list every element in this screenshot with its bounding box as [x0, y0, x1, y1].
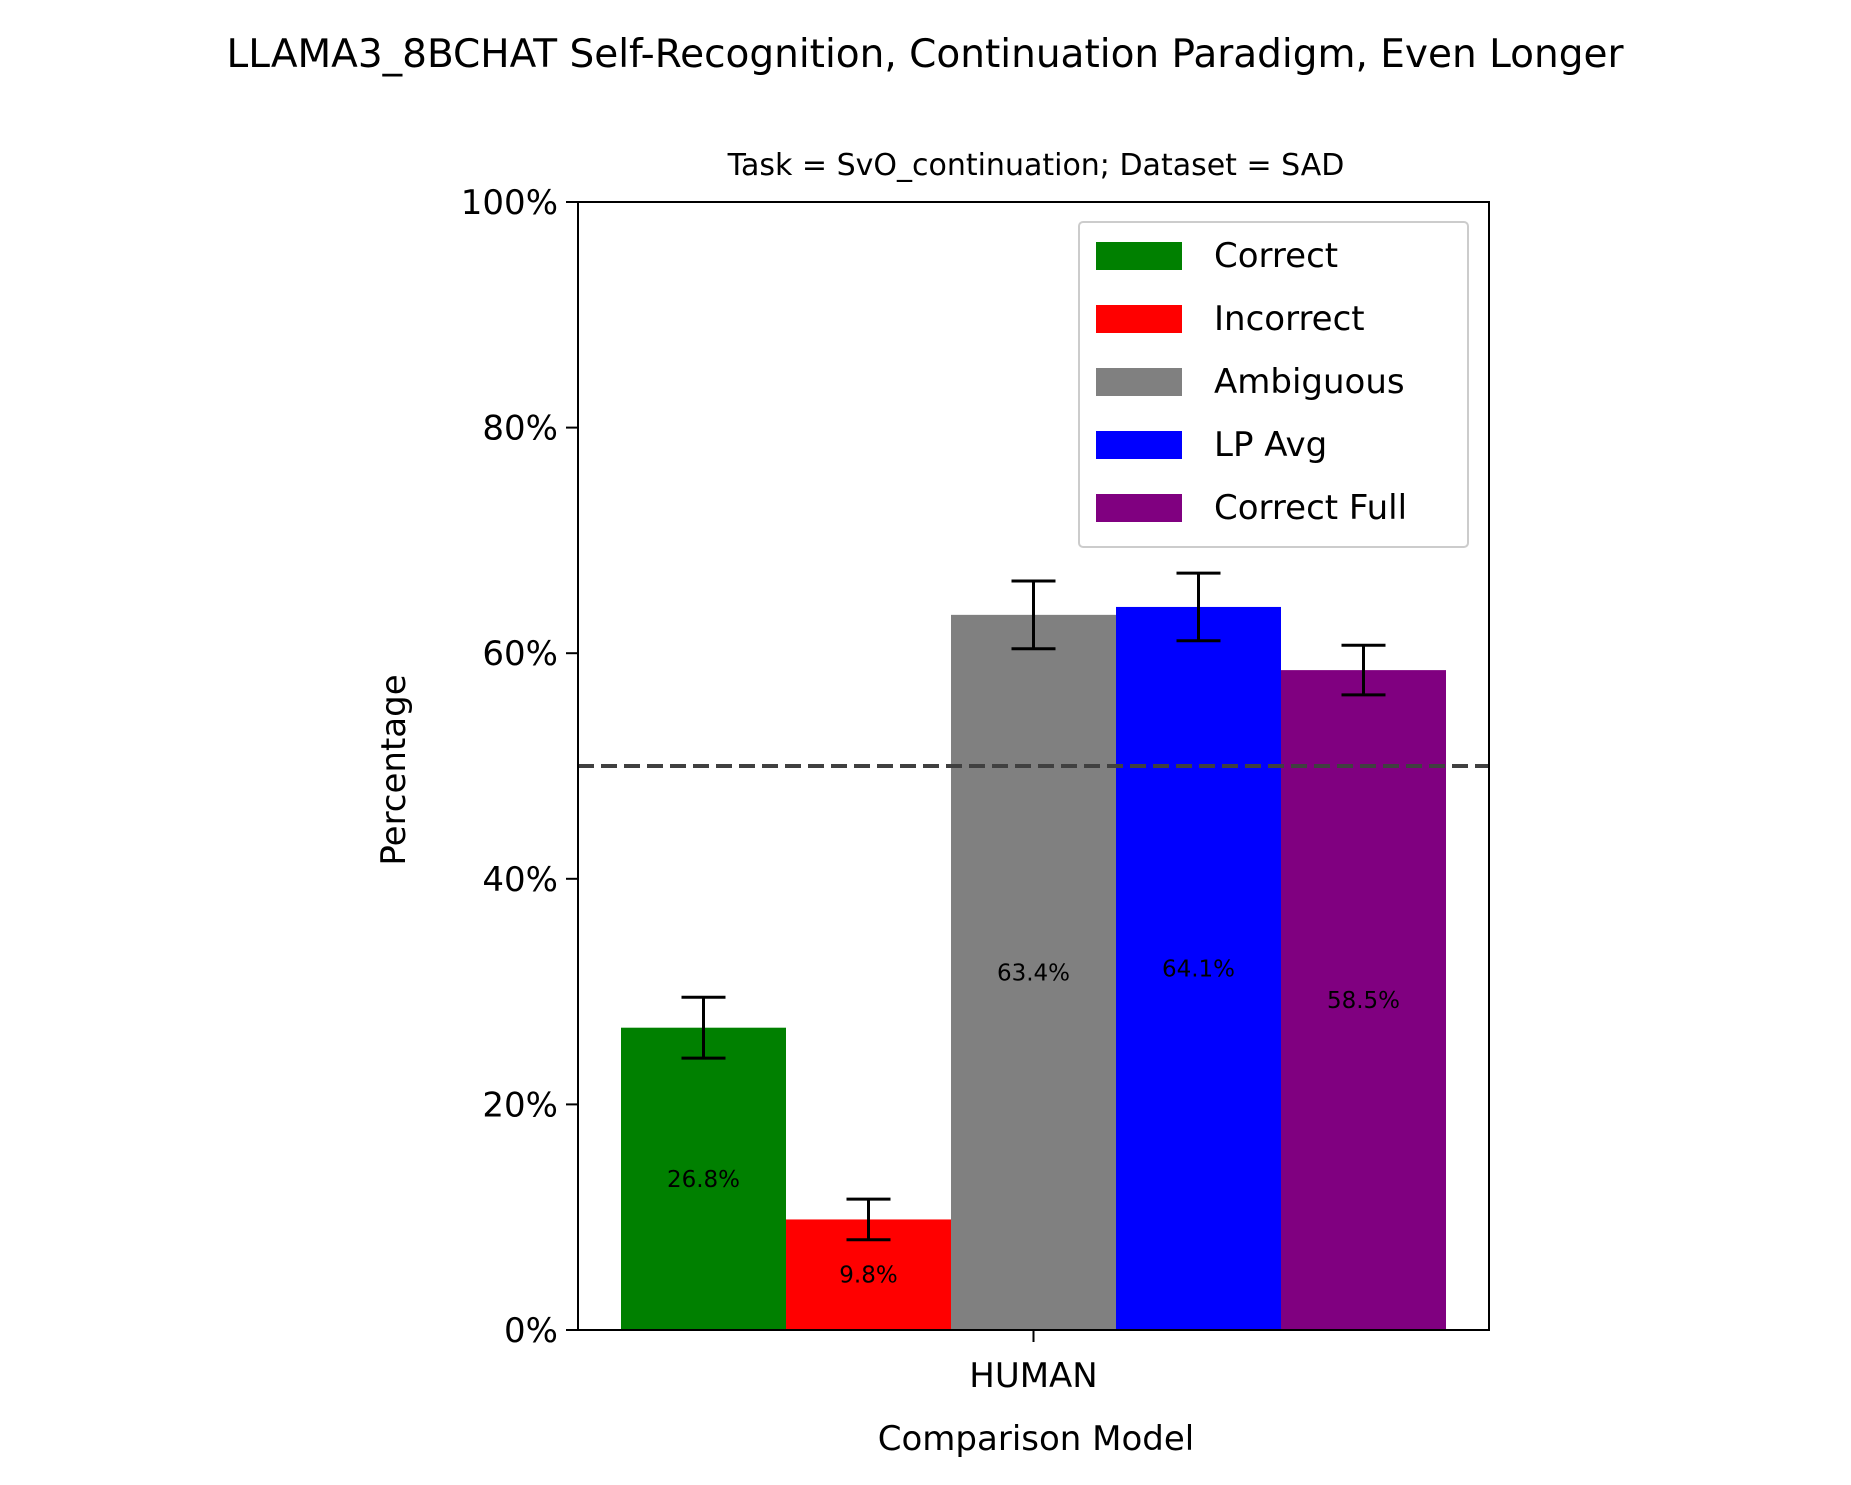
bar-lp-avg — [1116, 606, 1281, 1330]
bar-ambiguous — [951, 614, 1116, 1330]
legend-label: Incorrect — [1214, 299, 1365, 339]
data-label: 58.5% — [1327, 988, 1400, 1014]
data-label: 9.8% — [839, 1263, 897, 1289]
y-tick-label: 20% — [482, 1085, 558, 1125]
legend-swatch — [1096, 368, 1182, 396]
legend-label: Correct Full — [1214, 488, 1407, 528]
x-tick-label: HUMAN — [969, 1356, 1097, 1396]
chart-subtitle: Task = SvO_continuation; Dataset = SAD — [727, 148, 1345, 183]
bar-correct-full — [1281, 670, 1446, 1330]
legend-label: LP Avg — [1214, 425, 1327, 465]
bar-correct — [621, 1027, 786, 1330]
y-axis-label: Percentage — [374, 674, 414, 865]
y-tick-label: 40% — [482, 860, 558, 900]
x-axis-label: Comparison Model — [878, 1419, 1194, 1459]
legend-swatch — [1096, 494, 1182, 522]
chart-title: LLAMA3_8BCHAT Self-Recognition, Continua… — [226, 32, 1624, 77]
y-tick-label: 80% — [482, 409, 558, 449]
legend-label: Correct — [1214, 236, 1338, 276]
y-tick-label: 0% — [504, 1311, 558, 1351]
plot-area: 0% 20% 40% 60% 80% 100% 26.8% 9.8% 63.4% 64.1% 58.… — [461, 183, 1490, 1396]
data-label: 26.8% — [667, 1167, 740, 1193]
data-label: 63.4% — [997, 960, 1070, 986]
legend-box — [1078, 221, 1469, 548]
data-label: 64.1% — [1162, 956, 1235, 982]
legend-swatch — [1096, 242, 1182, 270]
legend-label: Ambiguous — [1214, 362, 1405, 402]
y-tick-label: 100% — [461, 183, 558, 223]
legend-swatch — [1096, 305, 1182, 333]
y-tick-label: 60% — [482, 634, 558, 674]
legend-swatch — [1096, 431, 1182, 459]
